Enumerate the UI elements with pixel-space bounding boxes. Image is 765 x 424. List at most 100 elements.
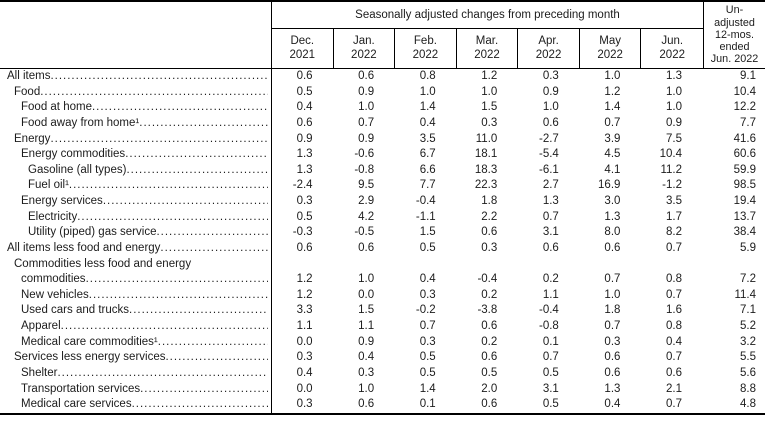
dot-leader: ........................................… <box>102 195 268 207</box>
monthly-change-value: 0.1 <box>542 335 559 348</box>
row-label: Utility (piped) gas service <box>28 226 157 239</box>
row-label-cell: Food at home............................… <box>0 100 272 116</box>
row-label: Electricity <box>28 210 78 223</box>
row-label-cell: Gasoline (all types)....................… <box>0 162 272 179</box>
monthly-change-value: 0.6 <box>542 241 559 254</box>
monthly-change-value: 1.3 <box>542 195 559 207</box>
row-label: Fuel oil¹ <box>28 179 69 192</box>
monthly-change-value: 1.2 <box>296 288 313 301</box>
month-label: May <box>599 35 621 47</box>
table-row: Food away from home¹....................… <box>0 115 765 132</box>
dot-leader: ........................................… <box>139 116 268 129</box>
monthly-change-value: 10.4 <box>659 148 682 161</box>
monthly-change-value: 3.3 <box>296 304 313 317</box>
table-header: Seasonally adjusted changes from precedi… <box>0 2 765 69</box>
unadjusted-12mo-value: 10.4 <box>733 85 756 98</box>
monthly-change-value: 0.7 <box>604 116 621 129</box>
monthly-change-value: 0.1 <box>419 398 436 411</box>
row-label-cell: Transportation services.................… <box>0 381 272 398</box>
monthly-change-value: -0.4 <box>539 304 559 317</box>
monthly-change-value: 0.9 <box>358 335 375 348</box>
monthly-change-value: 0.5 <box>542 398 559 411</box>
monthly-change-value: 0.9 <box>358 132 375 145</box>
monthly-change-value: 8.2 <box>666 226 682 239</box>
dot-leader: ........................................… <box>157 335 268 348</box>
monthly-change-value: 11.0 <box>475 132 498 145</box>
monthly-change-value: 1.4 <box>419 101 436 114</box>
monthly-change-value: -0.5 <box>354 226 375 239</box>
stub-header-cell <box>0 2 272 68</box>
row-label-cell: Commodities less food and energy commodit… <box>0 256 272 288</box>
monthly-change-value: -2.7 <box>539 132 559 145</box>
dot-leader: ........................................… <box>68 179 268 192</box>
monthly-change-value: 0.7 <box>666 398 682 411</box>
monthly-change-value: 0.7 <box>666 288 682 301</box>
unadjusted-12mo-value: 12.2 <box>733 101 756 114</box>
table-row: Used cars and trucks....................… <box>0 303 765 320</box>
unadjusted-header-line: Un- <box>725 4 744 17</box>
monthly-change-value: 1.4 <box>604 101 621 114</box>
table-body: All items...............................… <box>0 69 765 413</box>
monthly-change-value: 1.5 <box>419 226 436 239</box>
unadjusted-12mo-value: 7.7 <box>740 116 756 129</box>
dot-leader: ........................................… <box>88 288 268 301</box>
monthly-change-value: 2.9 <box>358 195 375 207</box>
dot-leader: ........................................… <box>50 70 268 82</box>
monthly-change-value: 0.6 <box>481 226 498 239</box>
unadjusted-12mo-value: 38.4 <box>733 226 756 239</box>
monthly-change-value: 18.3 <box>474 163 498 176</box>
unadjusted-12mo-value: 9.1 <box>740 70 756 82</box>
dot-leader: ........................................… <box>156 226 268 239</box>
monthly-change-value: 11.2 <box>660 163 682 176</box>
dot-leader: ........................................… <box>57 366 268 379</box>
table-row: Energy..................................… <box>0 131 765 148</box>
monthly-change-value: 1.0 <box>358 382 375 395</box>
table-row: Shelter.................................… <box>0 365 765 382</box>
row-label: Medical care services <box>21 398 132 411</box>
table-row: Medical care services...................… <box>0 397 765 413</box>
monthly-change-value: 0.8 <box>666 273 682 286</box>
monthly-change-value: 0.6 <box>604 351 621 364</box>
monthly-change-value: 4.1 <box>604 163 621 176</box>
row-label-cell: Medical care commodities¹...............… <box>0 334 272 351</box>
dot-leader: ........................................… <box>140 382 268 395</box>
monthly-change-value: 1.0 <box>666 101 682 114</box>
monthly-change-value: 0.7 <box>542 210 559 223</box>
month-header-cell: Feb. 2022 <box>395 29 457 68</box>
unadjusted-12mo-value: 5.6 <box>740 366 756 379</box>
cpi-data-table: Seasonally adjusted changes from precedi… <box>0 0 765 415</box>
unadjusted-12mo-value: 11.4 <box>734 288 756 301</box>
unadjusted-12mo-value: 19.4 <box>733 195 756 207</box>
monthly-change-value: 0.3 <box>419 288 436 301</box>
spanner-label: Seasonally adjusted changes from precedi… <box>355 9 620 21</box>
row-label: New vehicles <box>21 288 89 301</box>
month-label: Mar. <box>475 35 499 47</box>
row-label-cell: New vehicles............................… <box>0 287 272 304</box>
monthly-change-value: 3.1 <box>542 226 559 239</box>
row-label-cell: Fuel oil¹...............................… <box>0 178 272 195</box>
monthly-change-value: 0.3 <box>296 195 313 207</box>
monthly-change-value: 0.6 <box>481 351 498 364</box>
monthly-change-value: 0.6 <box>358 398 375 411</box>
monthly-change-value: 1.1 <box>296 320 313 333</box>
dot-leader: ........................................… <box>60 320 268 333</box>
unadjusted-12mo-header: Un-adjusted 12-mos. ended Jun. 2022 <box>703 2 765 68</box>
table-row: Medical care commodities¹...............… <box>0 334 765 351</box>
monthly-change-value: 0.7 <box>666 351 682 364</box>
month-label: Jan. <box>352 35 375 47</box>
monthly-change-value: 0.8 <box>666 320 682 333</box>
row-label-cell: Medical care services...................… <box>0 397 272 413</box>
monthly-change-value: 1.3 <box>666 70 682 82</box>
monthly-change-value: 2.7 <box>542 179 559 192</box>
table-row: Utility (piped) gas service.............… <box>0 225 765 241</box>
monthly-change-value: 1.3 <box>604 210 621 223</box>
row-label-cell: All items less food and energy..........… <box>0 240 272 257</box>
monthly-change-value: 0.2 <box>481 335 498 348</box>
monthly-change-value: 1.0 <box>604 288 621 301</box>
monthly-change-value: 0.4 <box>604 398 621 411</box>
table-row: Apparel.................................… <box>0 319 765 335</box>
monthly-change-value: 0.9 <box>666 116 682 129</box>
row-label: commodities <box>21 273 86 286</box>
table-row: Services less energy services...........… <box>0 350 765 366</box>
row-label: Used cars and trucks <box>21 304 130 317</box>
